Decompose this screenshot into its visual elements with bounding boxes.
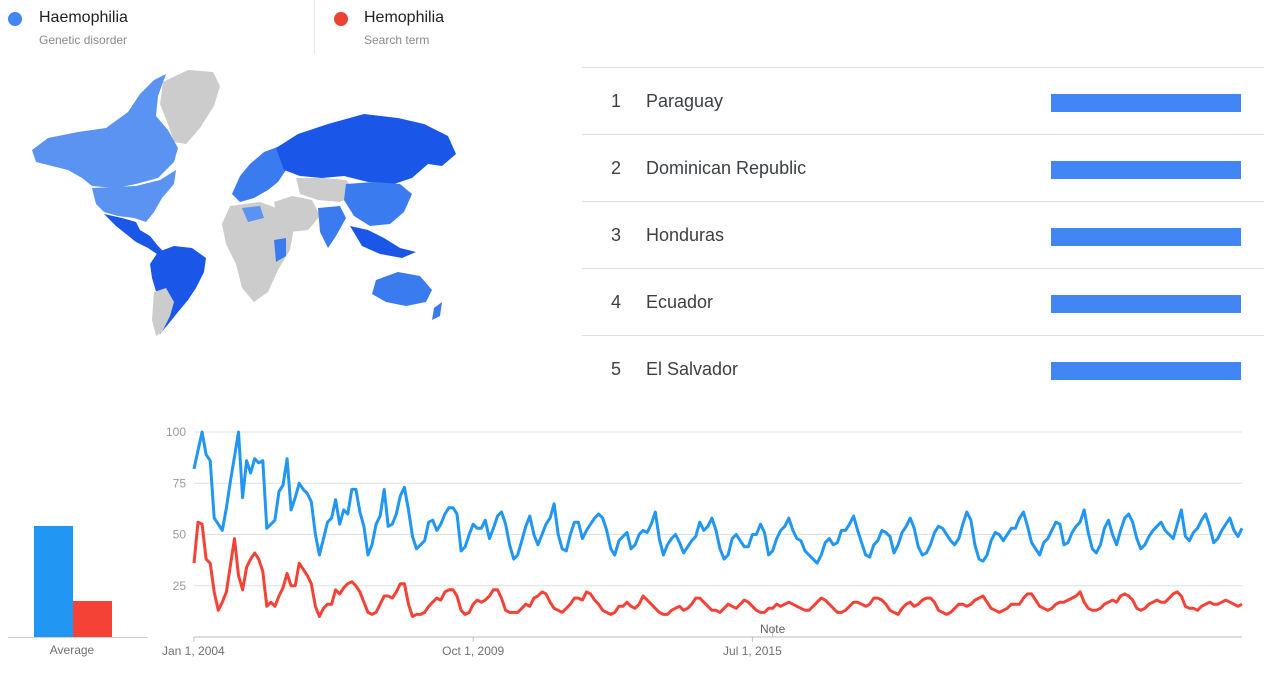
average-label: Average [49, 643, 95, 657]
map-region-southeast-asia[interactable] [350, 226, 416, 258]
map-region-central-asia[interactable] [296, 178, 358, 202]
map-region-east-asia[interactable] [344, 182, 412, 226]
y-tick-label: 25 [173, 579, 187, 593]
map-region-africa[interactable] [222, 202, 294, 302]
region-rank: 1 [611, 91, 622, 111]
region-row[interactable]: 4 Ecuador [582, 269, 1264, 336]
x-tick-label: Jan 1, 2004 [162, 644, 225, 658]
map-region-usa[interactable] [92, 170, 176, 222]
region-row[interactable]: 1 Paraguay [582, 68, 1264, 135]
x-tick-label: Jul 1, 2015 [723, 644, 782, 658]
term-name: Hemophilia [364, 9, 445, 26]
term-subtitle: Genetic disorder [39, 33, 128, 47]
annotation-label: Note [760, 622, 786, 636]
region-row[interactable]: 3 Honduras [582, 202, 1264, 269]
region-name: El Salvador [646, 359, 739, 379]
map-region-canada[interactable] [32, 74, 178, 188]
average-bar-chart: Average [8, 430, 148, 670]
average-bar-hemophilia[interactable] [73, 601, 112, 637]
map-region-east-africa-highlight[interactable] [274, 238, 286, 262]
region-value-bar [1051, 161, 1241, 179]
average-axis-line [8, 637, 148, 638]
map-region-australia[interactable] [372, 272, 432, 306]
y-tick-label: 100 [166, 425, 186, 439]
series-color-dot [8, 12, 22, 26]
region-rank: 3 [611, 225, 622, 245]
interest-over-time-chart[interactable]: 100 75 50 25 Jan 1, 2004 Oct 1, 2009 Jul 1, 20… [150, 420, 1264, 675]
series-line-haemophilia [192, 430, 1244, 565]
map-shapes [32, 70, 456, 336]
map-region-india[interactable] [318, 206, 346, 248]
series-color-dot [334, 12, 348, 26]
term-subtitle: Search term [364, 33, 430, 47]
region-rank: 5 [611, 359, 622, 379]
region-rank: 4 [611, 292, 622, 312]
y-tick-label: 50 [173, 528, 187, 542]
region-value-bar [1051, 228, 1241, 246]
region-value-bar [1051, 362, 1241, 380]
y-tick-label: 75 [173, 476, 187, 490]
region-name: Ecuador [646, 292, 714, 312]
series-line-hemophilia [192, 520, 1243, 618]
average-bar-haemophilia[interactable] [34, 526, 73, 637]
map-region-greenland[interactable] [160, 70, 220, 144]
region-name: Paraguay [646, 91, 724, 111]
map-region-mexico[interactable] [104, 214, 166, 256]
map-region-southern-cone[interactable] [152, 288, 174, 336]
map-region-new-zealand[interactable] [432, 302, 442, 320]
region-value-bar [1051, 295, 1241, 313]
map-region-europe[interactable] [232, 146, 290, 202]
map-region-russia[interactable] [276, 114, 456, 184]
region-value-bar [1051, 94, 1241, 112]
region-rank: 2 [611, 158, 622, 178]
term-name: Haemophilia [39, 9, 128, 26]
term-haemophilia[interactable]: Haemophilia Genetic disorder [0, 0, 315, 54]
term-hemophilia[interactable]: Hemophilia Search term [316, 0, 616, 54]
map-region-north-africa-highlight[interactable] [242, 206, 264, 222]
region-name: Dominican Republic [646, 158, 807, 178]
region-name: Honduras [646, 225, 725, 245]
region-ranking-list: 1 Paraguay 2 Dominican Republic 3 Hondur… [582, 67, 1264, 403]
region-row[interactable]: 2 Dominican Republic [582, 135, 1264, 202]
x-tick-label: Oct 1, 2009 [442, 644, 504, 658]
region-row[interactable]: 5 El Salvador [582, 336, 1264, 403]
world-map[interactable] [28, 66, 460, 338]
